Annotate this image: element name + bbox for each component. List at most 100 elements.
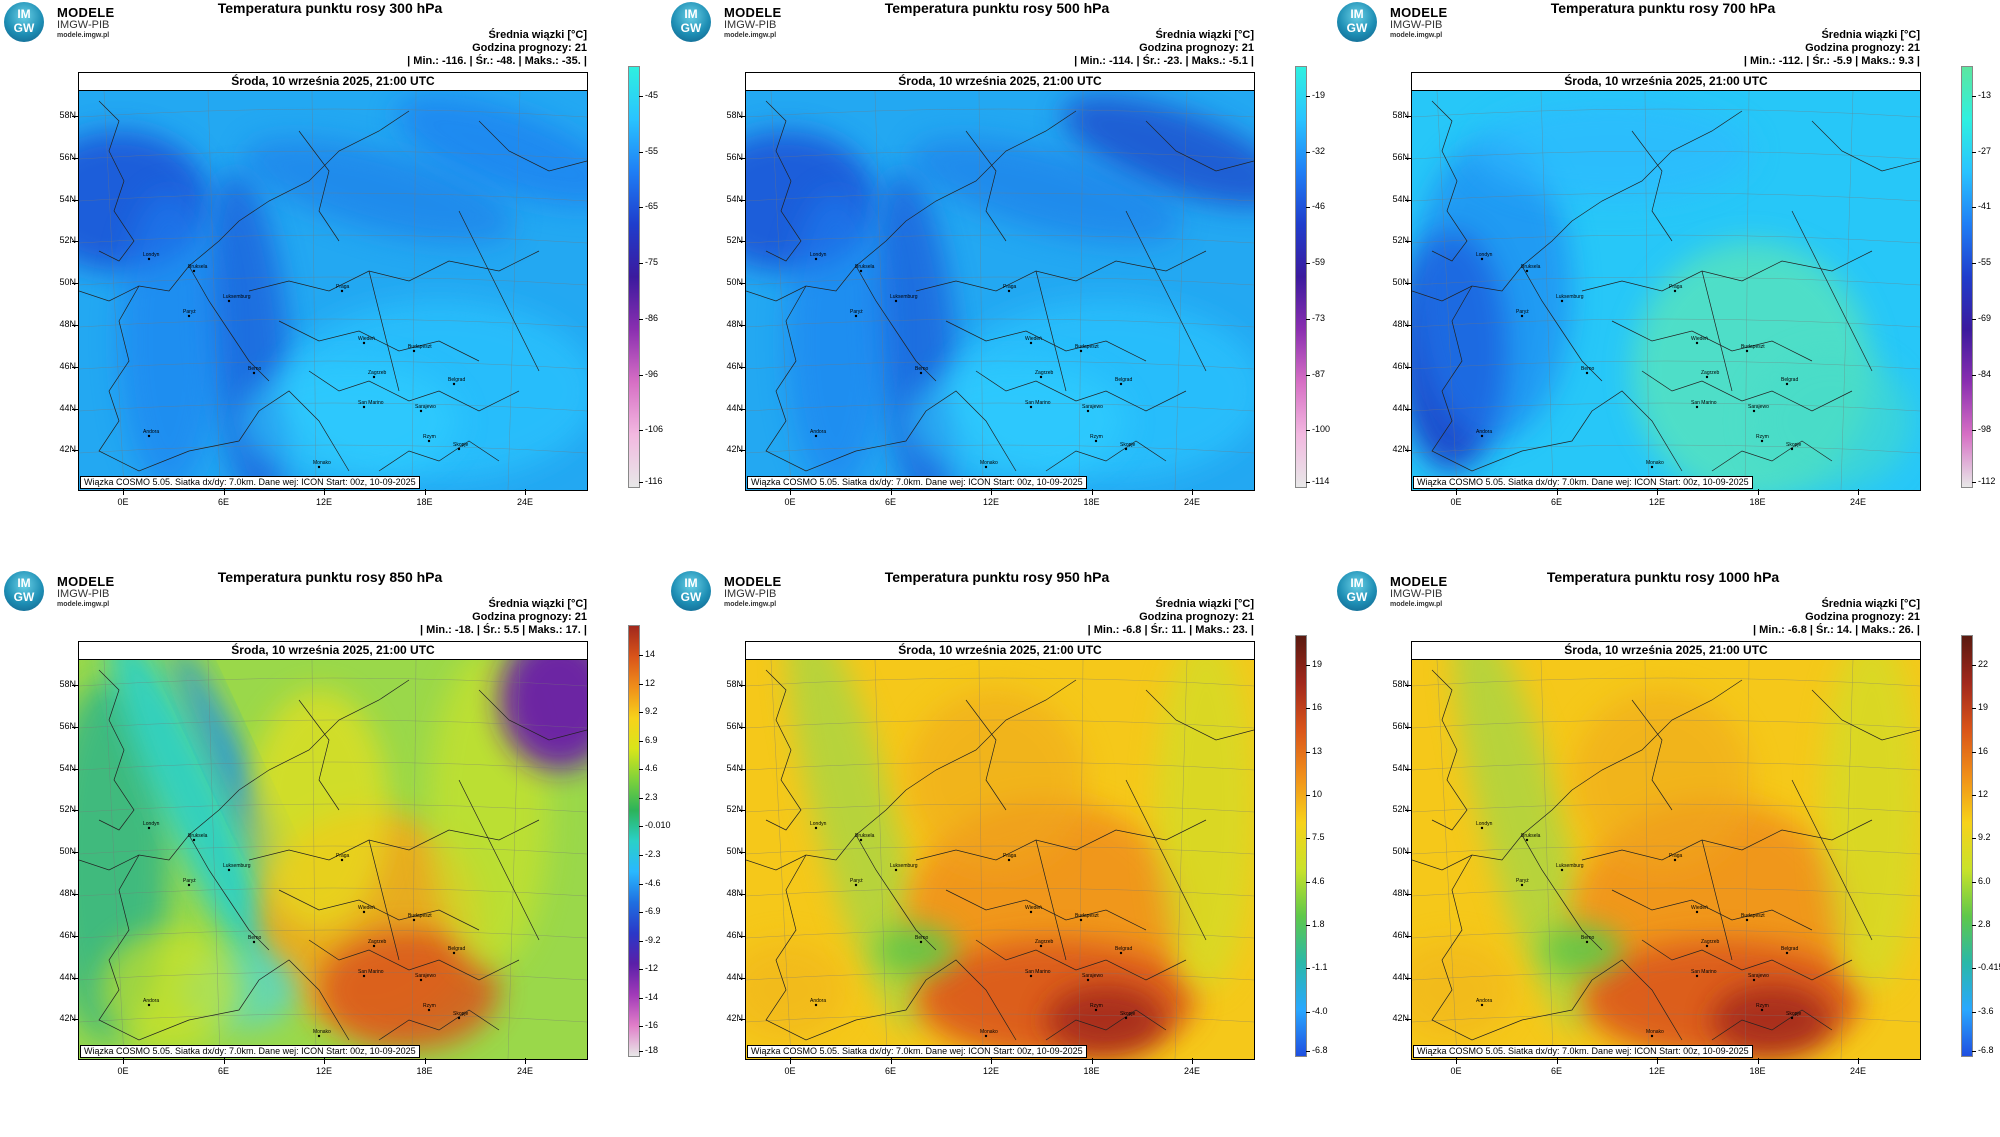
lat-label: 54N: [726, 762, 743, 773]
logo-title: MODELE: [1390, 574, 1448, 589]
imgw-logo[interactable]: IM GW MODELE IMGW-PIB modele.imgw.pl: [1337, 571, 1477, 611]
lat-tick: [72, 241, 78, 243]
logo-subtitle: IMGW-PIB: [1390, 588, 1443, 600]
city-marker: [1785, 382, 1789, 386]
map-area[interactable]: Londyn Bruksela Paryż Luksemburg Praga Wiedeń…: [1412, 91, 1920, 490]
colorbar-label: -6.9: [645, 906, 661, 917]
colorbar-tick: [1306, 1051, 1310, 1052]
city-label: Sarajewo: [415, 404, 436, 410]
map-area[interactable]: Londyn Bruksela Paryż Luksemburg Praga Wiedeń…: [746, 660, 1254, 1059]
imgw-logo[interactable]: IM GW MODELE IMGW-PIB modele.imgw.pl: [671, 2, 811, 42]
city-label: Paryż: [183, 309, 196, 315]
colorbar-label: 19: [1978, 702, 1989, 713]
imgw-logo[interactable]: IM GW MODELE IMGW-PIB modele.imgw.pl: [671, 571, 811, 611]
city-label: San Marino: [358, 969, 384, 975]
lon-tick: [890, 1058, 892, 1064]
lon-label: 6E: [217, 1066, 229, 1076]
lat-label: 44N: [1392, 971, 1409, 982]
lon-tick: [991, 489, 992, 495]
lat-tick: [1405, 366, 1411, 368]
lat-label: 56N: [726, 151, 743, 162]
mean-label: Średnia wiązki [°C]: [1821, 598, 1920, 610]
colorbar-tick: [639, 96, 643, 97]
lat-tick: [1405, 408, 1411, 410]
colorbar-label: -19: [1312, 90, 1326, 100]
imgw-logo[interactable]: IM GW MODELE IMGW-PIB modele.imgw.pl: [1337, 2, 1477, 42]
colorbar-tick: [1306, 263, 1310, 265]
lat-tick: [72, 726, 78, 728]
model-note: Wiązka COSMO 5.05. Siatka dx/dy: 7.0km. …: [747, 476, 1087, 489]
min-mean-max: | Min.: -6.8 | Śr.: 11. | Maks.: 23. |: [1087, 624, 1254, 636]
logo-title: MODELE: [724, 5, 782, 20]
lat-tick: [739, 408, 745, 410]
map-area[interactable]: Londyn Bruksela Paryż Luksemburg Praga Wiedeń…: [79, 91, 587, 490]
colorbar-tick: [639, 683, 643, 685]
colorbar-tick: [639, 263, 643, 265]
lon-tick: [324, 489, 325, 495]
colorbar-gradient: [1295, 66, 1307, 488]
mean-label: Średnia wiązki [°C]: [1155, 29, 1254, 41]
city-marker: [814, 826, 818, 830]
colorbar-label: -106: [645, 424, 664, 435]
colorbar-gradient: [628, 66, 640, 488]
imgw-logo[interactable]: IM GW MODELE IMGW-PIB modele.imgw.pl: [4, 571, 144, 611]
city-marker: [894, 299, 898, 303]
lon-label: 18E: [1083, 497, 1100, 507]
city-label: Sarajewo: [1082, 973, 1103, 979]
colorbar-tick: [639, 826, 643, 828]
imgw-badge-icon: IM GW: [1337, 571, 1377, 611]
lon-label: 0E: [784, 1066, 796, 1076]
lon-tick: [1657, 489, 1658, 495]
lon-tick: [1858, 1058, 1859, 1064]
lon-tick: [790, 489, 791, 495]
map-area[interactable]: Londyn Bruksela Paryż Luksemburg Praga Wiedeń…: [79, 660, 587, 1059]
lat-label: 48N: [726, 888, 743, 898]
city-marker: [1029, 341, 1033, 345]
lon-tick: [1556, 1058, 1558, 1064]
lat-tick: [739, 325, 745, 326]
lat-label: 42N: [726, 1013, 743, 1024]
city-label: Luksemburg: [890, 863, 918, 869]
imgw-logo[interactable]: IM GW MODELE IMGW-PIB modele.imgw.pl: [4, 2, 144, 42]
city-label: Rzym: [1756, 1003, 1769, 1009]
colorbar-tick: [1306, 795, 1310, 796]
lat-label: 56N: [726, 720, 743, 731]
city-marker: [147, 1003, 151, 1007]
colorbar-tick: [639, 430, 643, 432]
city-label: Paryż: [1516, 309, 1529, 315]
map-frame: Środa, 10 września 2025, 21:00 UTC Londy…: [745, 72, 1255, 491]
lon-tick: [1192, 1058, 1193, 1064]
lat-label: 56N: [1392, 720, 1409, 731]
valid-date: Środa, 10 września 2025, 21:00 UTC: [1412, 73, 1920, 91]
lat-tick: [72, 366, 78, 368]
logo-title: MODELE: [1390, 5, 1448, 20]
city-marker: [1079, 349, 1083, 353]
colorbar-tick: [639, 855, 643, 856]
colorbar-label: 12: [1978, 789, 1989, 799]
city-marker: [854, 314, 858, 318]
logo-url: modele.imgw.pl: [724, 32, 777, 39]
city-marker: [1785, 951, 1789, 955]
colorbar-label: -100: [1312, 424, 1331, 435]
valid-date: Środa, 10 września 2025, 21:00 UTC: [746, 642, 1254, 660]
colorbar-tick: [1972, 968, 1976, 970]
city-label: Belgrad: [1115, 377, 1132, 383]
city-label: Paryż: [850, 878, 863, 884]
city-marker: [859, 269, 863, 273]
city-label: Rzym: [1090, 1003, 1103, 1009]
colorbar-label: -87: [1312, 368, 1326, 379]
city-marker: [1525, 838, 1529, 842]
lon-tick: [1091, 1058, 1093, 1064]
lat-label: 48N: [59, 888, 76, 898]
city-label: Praga: [336, 284, 350, 290]
lon-label: 12E: [1648, 1066, 1665, 1076]
map-area[interactable]: Londyn Bruksela Paryż Luksemburg Praga Wiedeń…: [1412, 660, 1920, 1059]
city-label: Bruksela: [1521, 833, 1541, 839]
map-area[interactable]: Londyn Bruksela Paryż Luksemburg Praga Wiedeń…: [746, 91, 1254, 490]
colorbar-label: 4.6: [1312, 875, 1325, 886]
city-label: Andora: [143, 998, 159, 1004]
colorbar-tick: [1306, 207, 1310, 209]
lon-tick: [424, 489, 426, 495]
city-marker: [1585, 940, 1589, 944]
lon-tick: [790, 1058, 791, 1064]
